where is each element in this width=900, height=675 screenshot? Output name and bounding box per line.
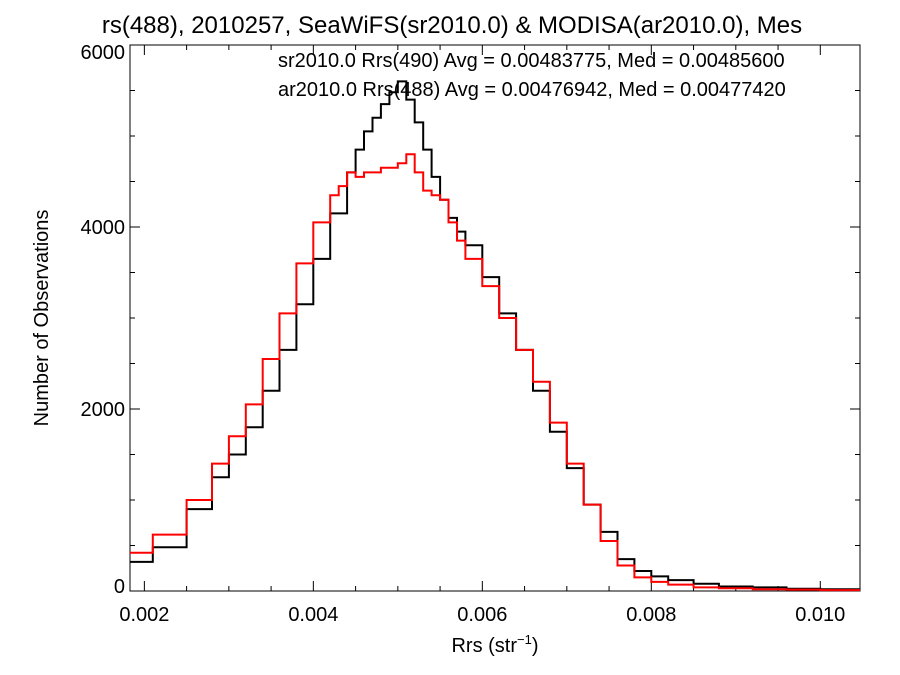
y-axis-label: Number of Observations xyxy=(31,210,53,427)
x-tick-label: 0.006 xyxy=(457,604,507,626)
x-axis-label: Rrs (str−1) xyxy=(451,632,538,657)
series-line-1 xyxy=(130,153,860,592)
x-tick-label: 0.008 xyxy=(626,604,676,626)
series-line-0 xyxy=(130,80,860,591)
y-tick-label: 2000 xyxy=(81,399,126,421)
x-tick-label: 0.010 xyxy=(795,604,845,626)
y-axis-ticks: 0 2000 4000 6000 xyxy=(81,42,860,598)
legend-entry-sr2010: sr2010.0 Rrs(490) Avg = 0.00483775, Med … xyxy=(278,50,785,72)
legend-entry-ar2010: ar2010.0 Rrs(488) Avg = 0.00476942, Med … xyxy=(278,79,786,101)
x-axis-label-close: ) xyxy=(532,635,539,657)
x-axis-ticks: 0.002 0.004 0.006 0.008 0.010 xyxy=(119,45,845,626)
series-layer xyxy=(130,80,860,592)
x-tick-label: 0.004 xyxy=(288,604,338,626)
chart-title: rs(488), 2010257, SeaWiFS(sr2010.0) & MO… xyxy=(102,12,802,39)
y-tick-label: 6000 xyxy=(81,42,126,64)
x-axis-label-superscript: −1 xyxy=(517,632,532,647)
y-tick-label: 0 xyxy=(114,576,125,598)
y-tick-label: 4000 xyxy=(81,217,126,239)
x-tick-label: 0.002 xyxy=(119,604,169,626)
x-axis-label-main: Rrs (str xyxy=(451,635,517,657)
plot-frame xyxy=(129,44,861,592)
